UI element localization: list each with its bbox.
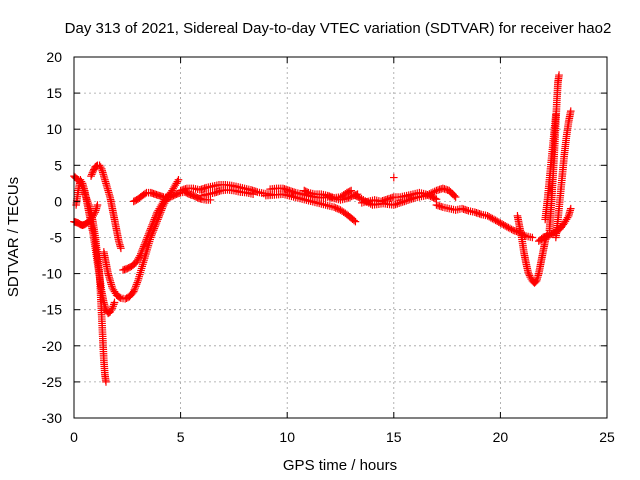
- track-k-point: [351, 217, 360, 226]
- y-tick-label: -30: [42, 410, 62, 426]
- x-tick-label: 5: [177, 429, 185, 445]
- track-g-point: [131, 196, 139, 205]
- track-o-point: [528, 233, 537, 242]
- chart-title: Day 313 of 2021, Sidereal Day-to-day VTE…: [65, 20, 612, 37]
- track-n-point: [451, 193, 460, 201]
- track-l-point: [345, 187, 354, 196]
- y-tick-label: 20: [46, 49, 62, 65]
- y-axis-title: SDTVAR / TECUs: [5, 177, 22, 297]
- x-tick-label: 10: [279, 429, 295, 445]
- x-tick-label: 15: [386, 429, 402, 445]
- track-i-point: [249, 190, 257, 198]
- x-tick-label: 20: [493, 429, 509, 445]
- track-l-point: [303, 188, 311, 196]
- track-f-point: [124, 264, 133, 272]
- track-t-point: [547, 230, 556, 238]
- y-tick-label: -10: [42, 266, 62, 282]
- track-d-point: [117, 244, 125, 253]
- track-g-point: [191, 192, 199, 201]
- track-r-point: [552, 110, 560, 119]
- track-g-point: [169, 191, 178, 200]
- track-a-point: [102, 378, 110, 386]
- track-s-point: [566, 107, 575, 115]
- track-l-point: [344, 188, 353, 196]
- y-tick-label: -5: [50, 230, 63, 246]
- track-f-point: [123, 264, 132, 273]
- track-g-point: [192, 193, 201, 201]
- track-t-point: [544, 231, 553, 240]
- y-tick-label: -15: [42, 302, 62, 318]
- track-g-point: [168, 192, 176, 201]
- x-tick-label: 25: [599, 429, 615, 445]
- y-tick-label: 5: [54, 157, 62, 173]
- track-l-point: [343, 188, 351, 197]
- track-g-point: [141, 189, 149, 198]
- y-tick-label: -25: [42, 374, 62, 390]
- data-points: [70, 71, 575, 386]
- track-g-point: [129, 197, 138, 206]
- track-e-point: [116, 293, 124, 302]
- x-tick-label: 0: [70, 429, 78, 445]
- track-t-point: [549, 229, 557, 237]
- x-ticks: 0 5 10 15 20 25: [70, 57, 615, 445]
- y-tick-label: 15: [46, 85, 62, 101]
- track-e-point: [121, 295, 129, 303]
- track-e-point: [174, 175, 183, 184]
- track-c-point: [93, 201, 102, 209]
- y-tick-label: -20: [42, 338, 62, 354]
- track-n-point: [450, 191, 459, 200]
- track-t-point: [543, 232, 552, 240]
- track-d-point: [92, 162, 101, 170]
- track-d-point: [89, 167, 97, 175]
- track-m-point: [431, 194, 439, 203]
- track-m-point: [429, 193, 438, 202]
- track-e-point: [122, 294, 131, 302]
- track-k-point: [350, 216, 358, 225]
- track-l-point: [301, 187, 310, 196]
- y-tick-label: 0: [54, 193, 62, 209]
- y-ticks: -30 -25 -20 -15 -10 -5 0 5 10 15 20: [42, 49, 607, 426]
- track-g-point: [171, 191, 179, 199]
- track-b-point: [110, 298, 119, 307]
- track-l-point: [347, 186, 355, 195]
- track-g-point: [206, 196, 215, 204]
- track-g-point: [183, 189, 192, 198]
- x-axis-title: GPS time / hours: [283, 457, 397, 474]
- y-tick-label: 10: [46, 121, 62, 137]
- track-l-point: [300, 186, 309, 195]
- track-g-point: [189, 191, 198, 200]
- track-t-point: [566, 204, 575, 213]
- track-n-point: [351, 191, 360, 200]
- track-q-point: [555, 71, 563, 79]
- track-t-point: [546, 230, 554, 239]
- track-m-point: [428, 193, 436, 201]
- track-n-point: [353, 192, 361, 201]
- track-u-point: [390, 173, 398, 182]
